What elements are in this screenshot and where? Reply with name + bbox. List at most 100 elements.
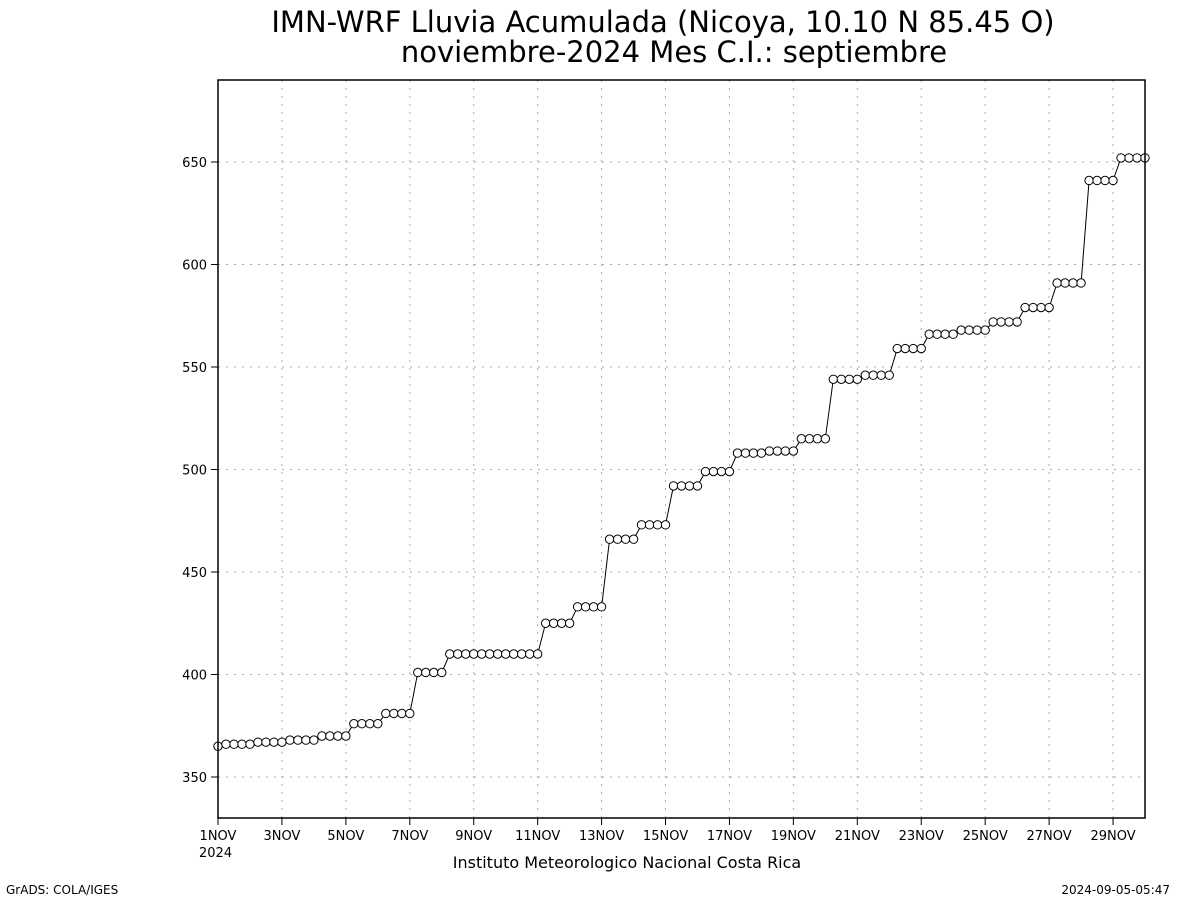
data-point bbox=[229, 739, 239, 749]
data-point bbox=[492, 649, 503, 659]
data-point bbox=[508, 649, 519, 659]
data-point bbox=[756, 448, 767, 458]
data-point bbox=[636, 520, 647, 530]
data-point bbox=[980, 325, 990, 335]
data-point bbox=[445, 649, 455, 659]
x-axis-year-label: 2024 bbox=[199, 846, 232, 861]
footer-right: 2024-09-05-05:47 bbox=[1061, 883, 1170, 897]
x-tick-label: 13NOV bbox=[579, 829, 624, 844]
series-points bbox=[213, 153, 1150, 751]
data-point bbox=[716, 466, 727, 477]
data-point bbox=[884, 370, 894, 380]
data-point bbox=[1052, 278, 1062, 288]
data-point bbox=[277, 737, 287, 747]
data-point bbox=[421, 667, 431, 678]
data-point bbox=[812, 434, 823, 444]
y-tick-label: 600 bbox=[182, 259, 207, 274]
data-point bbox=[309, 735, 319, 745]
data-point bbox=[844, 374, 855, 384]
data-point bbox=[572, 602, 583, 612]
x-tick-label: 29NOV bbox=[1090, 829, 1135, 844]
data-point bbox=[1044, 302, 1054, 313]
data-point bbox=[684, 481, 695, 491]
data-point bbox=[964, 325, 974, 335]
data-point bbox=[580, 602, 591, 612]
x-tick-label: 27NOV bbox=[1027, 829, 1072, 844]
data-point bbox=[1036, 302, 1046, 313]
x-tick-label: 25NOV bbox=[963, 829, 1008, 844]
data-point bbox=[1124, 153, 1134, 163]
data-point bbox=[1076, 278, 1086, 288]
data-point bbox=[940, 329, 950, 339]
data-point bbox=[628, 534, 639, 544]
data-point bbox=[1004, 317, 1014, 327]
data-point bbox=[1068, 278, 1078, 288]
data-point bbox=[772, 446, 783, 456]
data-point bbox=[804, 434, 815, 444]
data-point bbox=[924, 329, 934, 339]
data-point bbox=[612, 534, 623, 544]
data-point bbox=[349, 719, 359, 729]
data-point bbox=[1116, 153, 1126, 163]
data-point bbox=[596, 602, 607, 612]
data-point bbox=[333, 731, 343, 741]
data-point bbox=[724, 466, 735, 477]
data-point bbox=[485, 649, 495, 659]
x-tick-label: 19NOV bbox=[771, 829, 816, 844]
x-tick-label: 5NOV bbox=[327, 829, 364, 844]
data-point bbox=[1060, 278, 1070, 288]
data-point bbox=[868, 370, 878, 380]
data-point bbox=[692, 481, 703, 491]
data-point bbox=[820, 434, 831, 444]
data-point bbox=[1092, 175, 1102, 186]
data-point bbox=[524, 649, 535, 659]
data-point bbox=[540, 618, 551, 628]
data-point bbox=[381, 708, 391, 719]
data-point bbox=[269, 737, 279, 747]
data-point bbox=[405, 708, 415, 719]
data-point bbox=[708, 466, 719, 477]
x-axis-ticks: 1NOV 3NOV 5NOV 7NOV 9NOV 11NOV 13NOV 15NOV 17NOV… bbox=[200, 818, 1136, 844]
data-point bbox=[477, 649, 487, 659]
chart-subtitle: noviembre-2024 Mes C.I.: septiembre bbox=[401, 35, 947, 69]
data-point bbox=[652, 520, 663, 530]
data-point bbox=[1012, 317, 1022, 327]
data-point bbox=[221, 739, 231, 749]
grid bbox=[218, 80, 1145, 818]
data-point bbox=[516, 649, 527, 659]
data-point bbox=[261, 737, 271, 747]
data-point bbox=[916, 343, 926, 354]
data-point bbox=[373, 719, 383, 729]
data-point bbox=[341, 731, 351, 741]
y-axis-ticks: 350 400 450 500 550 600 650 bbox=[182, 156, 218, 786]
data-point bbox=[836, 374, 847, 384]
data-point bbox=[1132, 153, 1142, 163]
data-point bbox=[732, 448, 743, 458]
data-point bbox=[1028, 302, 1038, 313]
data-point bbox=[588, 602, 599, 612]
data-point bbox=[1020, 302, 1030, 313]
x-tick-label: 23NOV bbox=[899, 829, 944, 844]
data-point bbox=[668, 481, 679, 491]
data-point bbox=[740, 448, 751, 458]
data-point bbox=[796, 434, 807, 444]
y-tick-label: 350 bbox=[182, 771, 207, 786]
data-point bbox=[876, 370, 886, 380]
data-point bbox=[748, 448, 759, 458]
series-line bbox=[217, 157, 1145, 747]
data-point bbox=[764, 446, 775, 456]
data-point bbox=[237, 739, 247, 749]
data-point bbox=[852, 374, 863, 384]
data-point bbox=[1084, 175, 1094, 186]
data-point bbox=[429, 667, 439, 678]
footer-left: GrADS: COLA/IGES bbox=[6, 883, 118, 897]
data-point bbox=[532, 649, 543, 659]
data-point bbox=[780, 446, 791, 456]
y-tick-label: 450 bbox=[182, 566, 207, 581]
x-tick-label: 3NOV bbox=[263, 829, 300, 844]
data-point bbox=[253, 737, 263, 747]
x-tick-label: 7NOV bbox=[391, 829, 428, 844]
data-point bbox=[301, 735, 311, 745]
x-tick-label: 21NOV bbox=[835, 829, 880, 844]
